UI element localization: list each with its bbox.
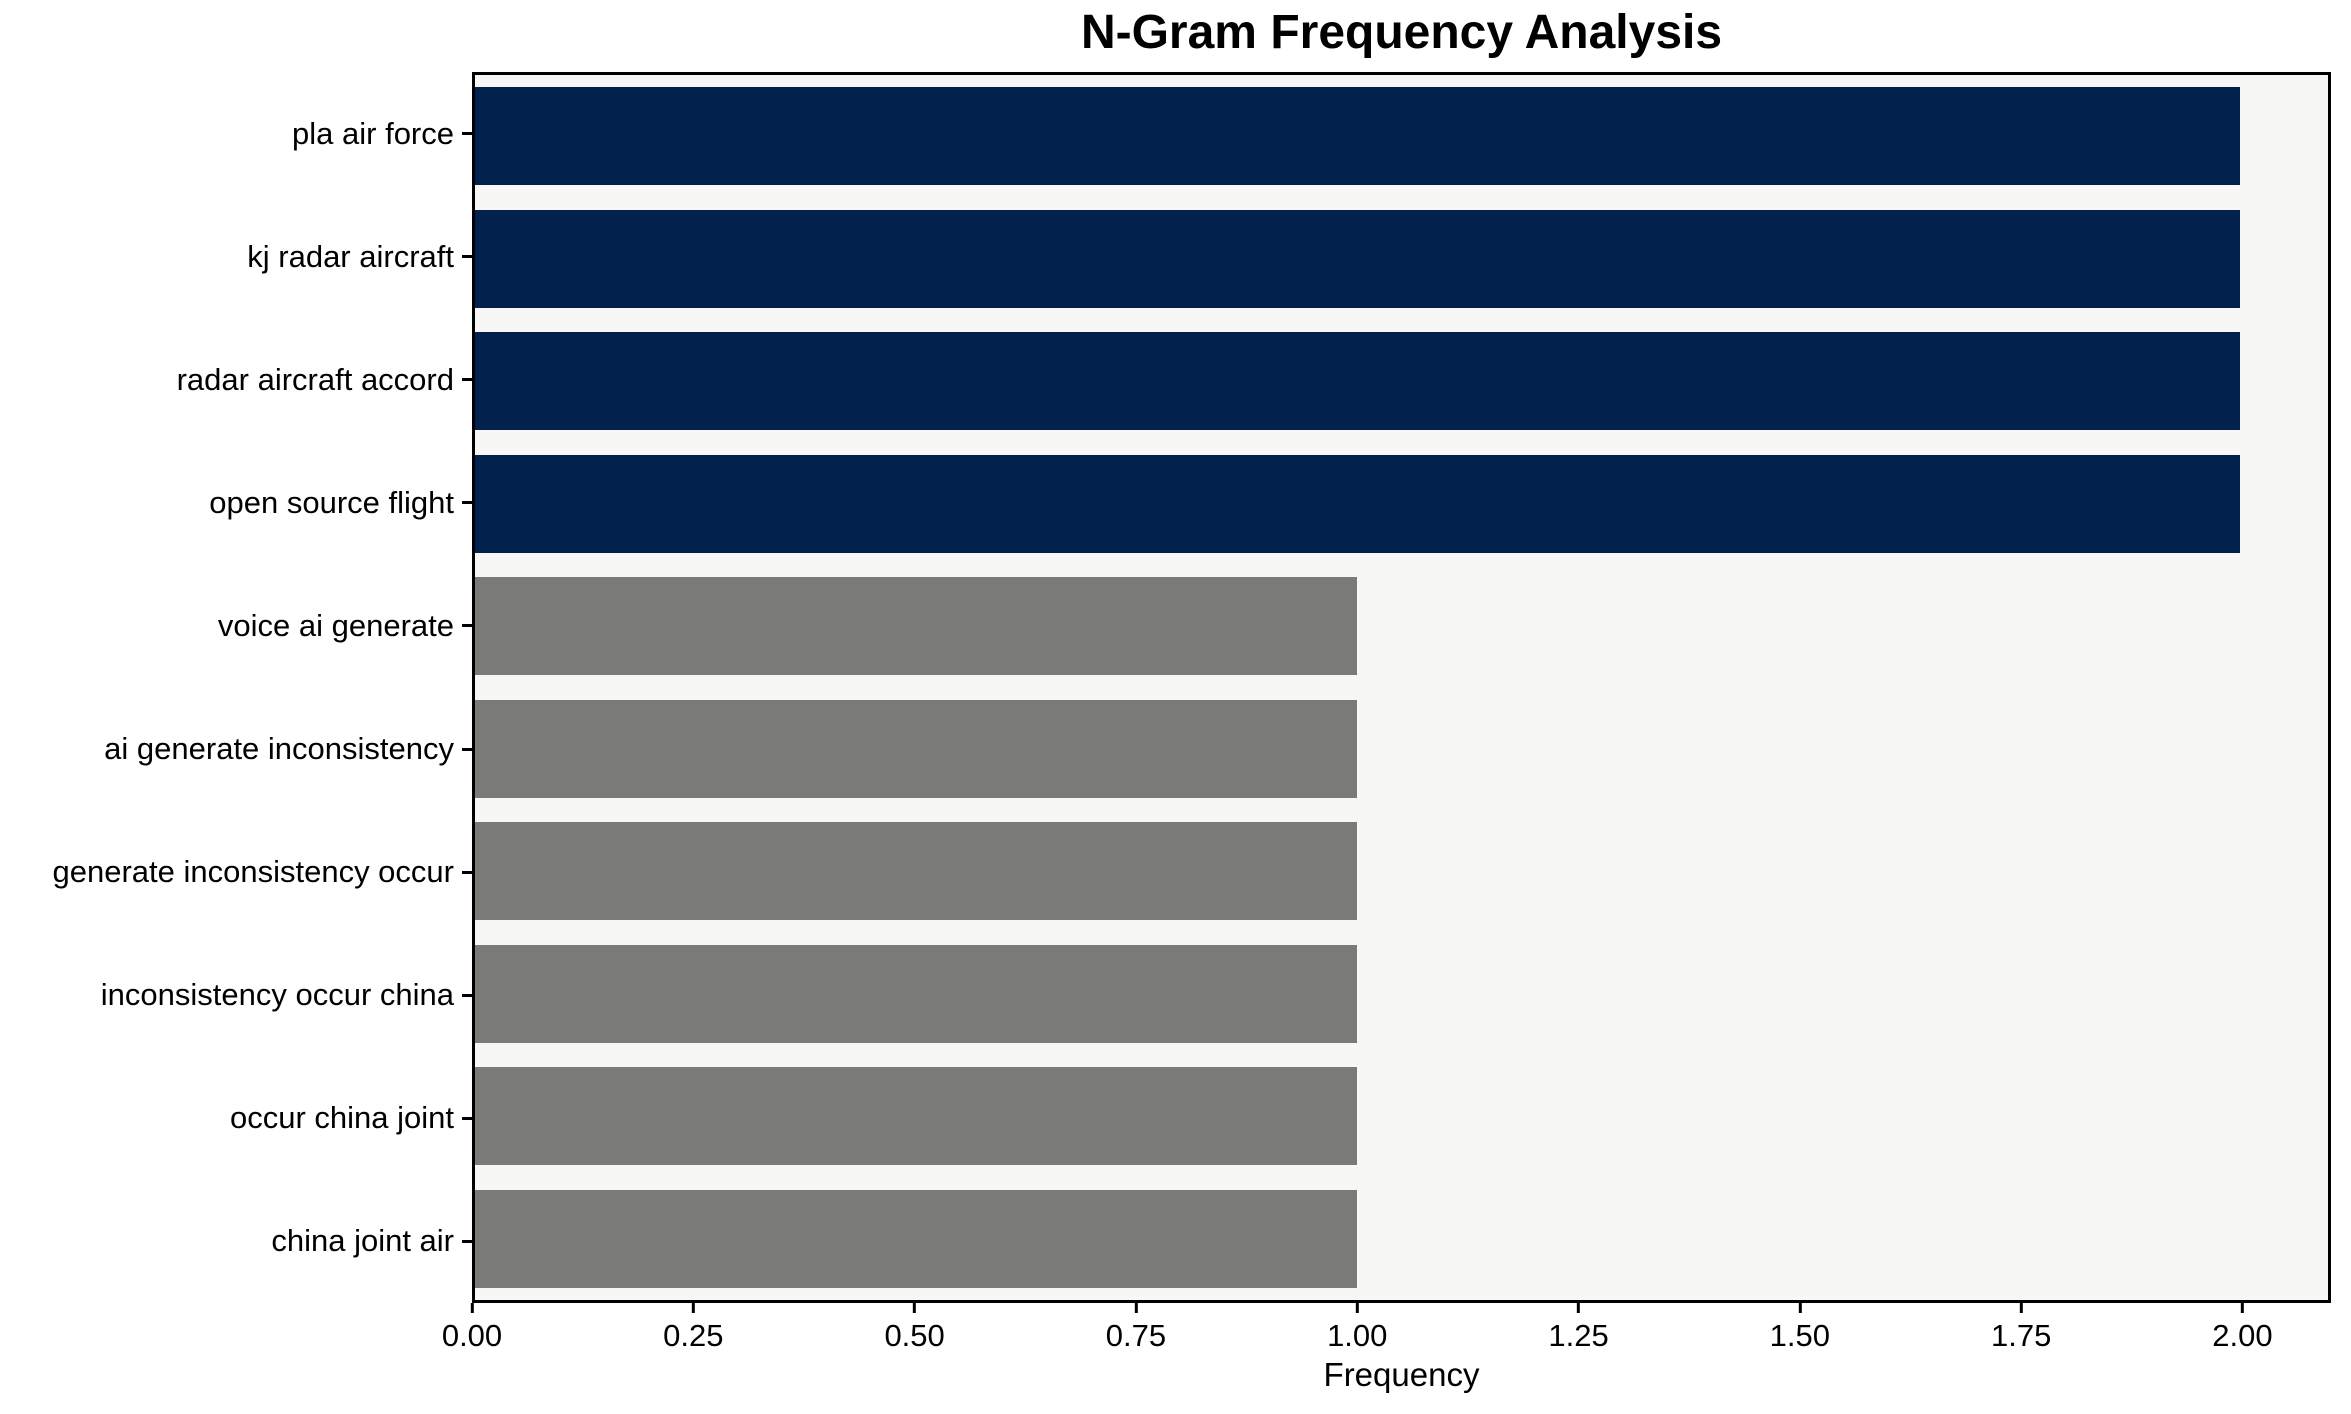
bar-row (475, 1178, 2328, 1301)
x-tick-label: 2.00 (2212, 1318, 2273, 1353)
bar-row (475, 75, 2328, 198)
x-tick-label: 1.75 (1990, 1318, 2052, 1353)
y-tick-mark (462, 624, 472, 628)
bar-row (475, 688, 2328, 811)
y-tick-label: radar aircraft accord (176, 361, 454, 397)
y-tick-row: radar aircraft accord (0, 318, 472, 441)
y-tick-mark (462, 501, 472, 505)
x-tick-label: 1.25 (1548, 1318, 1609, 1353)
x-axis-label: Frequency (1323, 1356, 1480, 1393)
y-tick-row: occur china joint (0, 1057, 472, 1180)
y-tick-row: china joint air (0, 1180, 472, 1303)
bar-ai-generate-inconsistency (475, 699, 1358, 798)
x-tick-mark (1134, 1303, 1138, 1313)
x-tick: 1.25 (1548, 1303, 1609, 1354)
y-tick-row: voice ai generate (0, 564, 472, 687)
y-tick-row: kj radar aircraft (0, 195, 472, 318)
y-tick-mark (462, 132, 472, 136)
y-tick-label: inconsistency occur china (100, 977, 454, 1013)
x-tick-mark (1798, 1303, 1802, 1313)
x-tick-mark (470, 1303, 474, 1313)
x-tick-mark (1577, 1303, 1581, 1313)
y-tick-mark (462, 255, 472, 259)
y-tick-label: voice ai generate (217, 607, 454, 643)
y-tick-label: generate inconsistency occur (52, 854, 454, 890)
y-tick-row: open source flight (0, 441, 472, 564)
bar-row (475, 565, 2328, 688)
y-tick-mark (462, 378, 472, 382)
bar-row (475, 1055, 2328, 1178)
bar-pla-air-force (475, 87, 2240, 186)
x-tick: 0.75 (1106, 1303, 1166, 1354)
x-tick: 1.00 (1327, 1303, 1387, 1354)
x-tick-label: 1.00 (1327, 1318, 1388, 1353)
bar-china-joint-air (475, 1189, 1358, 1288)
x-tick-mark (913, 1303, 917, 1313)
y-tick-row: inconsistency occur china (0, 934, 472, 1057)
bar-generate-inconsistency-occur (475, 822, 1358, 921)
x-tick: 2.00 (2212, 1303, 2273, 1354)
y-tick-row: ai generate inconsistency (0, 687, 472, 810)
x-tick-mark (2019, 1303, 2023, 1313)
bar-row (475, 198, 2328, 321)
x-tick-mark (2240, 1303, 2244, 1313)
bar-row (475, 320, 2328, 443)
x-tick: 0.00 (442, 1303, 502, 1354)
y-tick-mark (462, 747, 472, 751)
y-tick-label: kj radar aircraft (247, 238, 454, 274)
y-axis-labels: pla air force kj radar aircraft radar airc… (0, 72, 472, 1303)
bar-radar-aircraft-accord (475, 332, 2240, 431)
bar-row (475, 443, 2328, 566)
x-tick-label: 0.00 (441, 1318, 503, 1353)
bar-voice-ai-generate (475, 577, 1358, 676)
x-tick-label: 0.50 (884, 1318, 945, 1353)
x-tick-label: 1.50 (1769, 1318, 1831, 1353)
x-tick-label: 0.25 (663, 1318, 724, 1353)
bars (475, 75, 2328, 1300)
x-tick: 1.75 (1991, 1303, 2051, 1354)
x-tick-mark (691, 1303, 695, 1313)
y-tick-label: china joint air (271, 1223, 454, 1259)
x-tick: 1.50 (1770, 1303, 1830, 1354)
y-tick-mark (462, 993, 472, 997)
y-tick-row: pla air force (0, 72, 472, 195)
y-tick-label: ai generate inconsistency (104, 731, 454, 767)
bar-kj-radar-aircraft (475, 209, 2240, 308)
plot-area (472, 72, 2331, 1303)
bar-open-source-flight (475, 454, 2240, 553)
x-axis-ticks: 0.00 0.25 0.50 0.75 1.00 1.25 1.50 1.75 2.00 (442, 1303, 2331, 1363)
y-tick-mark (462, 1116, 472, 1120)
bar-row (475, 933, 2328, 1056)
bar-row (475, 810, 2328, 933)
chart-title: N-Gram Frequency Analysis (1080, 6, 1723, 59)
x-tick: 0.50 (884, 1303, 945, 1354)
y-tick-mark (462, 1239, 472, 1243)
x-tick: 0.25 (663, 1303, 723, 1354)
bar-occur-china-joint (475, 1067, 1358, 1166)
x-tick-label: 0.75 (1105, 1318, 1167, 1353)
y-tick-label: occur china joint (229, 1100, 454, 1136)
y-tick-mark (462, 870, 472, 874)
y-tick-row: generate inconsistency occur (0, 811, 472, 934)
bar-inconsistency-occur-china (475, 944, 1358, 1043)
x-tick-mark (1355, 1303, 1359, 1313)
y-tick-label: open source flight (209, 484, 454, 520)
y-tick-label: pla air force (292, 115, 454, 151)
